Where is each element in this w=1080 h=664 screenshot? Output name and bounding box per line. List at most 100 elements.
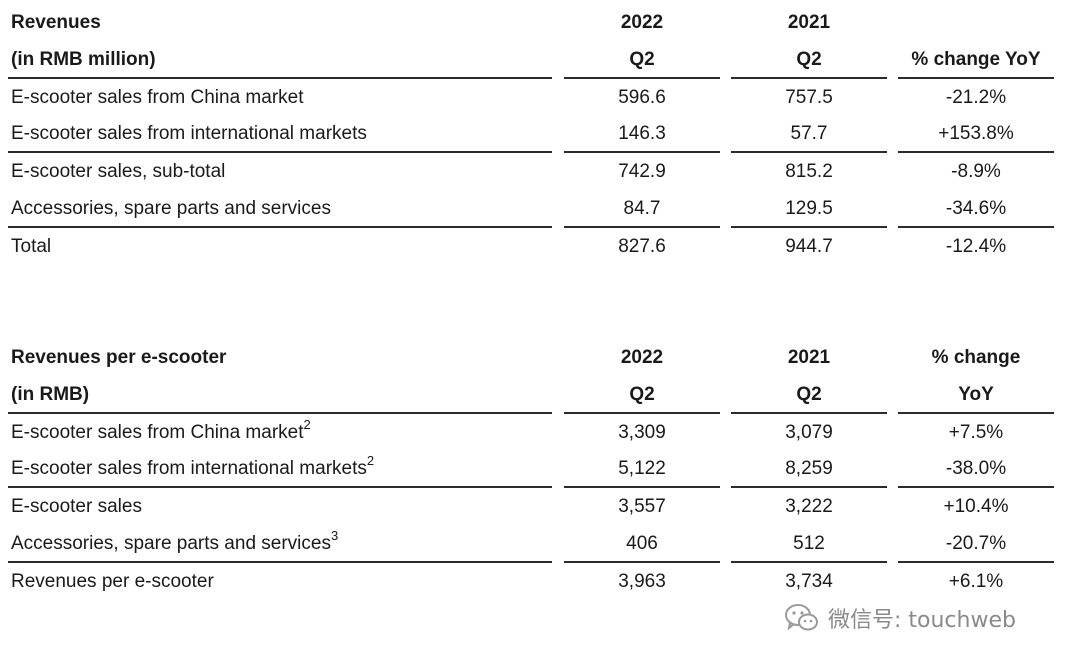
divider	[8, 226, 552, 228]
divider	[898, 412, 1054, 414]
divider	[564, 486, 720, 488]
value-2022: 3,557	[618, 496, 666, 517]
column-yoy: YoY	[958, 384, 994, 405]
divider	[564, 226, 720, 228]
divider	[898, 486, 1054, 488]
table-unit-label: (in RMB million)	[11, 49, 156, 70]
value-2021: 3,222	[785, 496, 833, 517]
row-label-cell: Revenues per e-scooter	[11, 563, 551, 600]
value-2022: 3,963	[618, 571, 666, 592]
value-yoy: -8.9%	[951, 161, 1001, 182]
divider	[564, 77, 720, 79]
row-label-cell: E-scooter sales from China market2	[11, 414, 551, 451]
table-row: E-scooter sales from China market2 3,309…	[0, 414, 1080, 451]
divider	[898, 151, 1054, 153]
table-header-row: (in RMB) Q2 Q2 YoY	[0, 376, 1080, 413]
divider	[731, 486, 887, 488]
column-year-2022: 2022	[620, 347, 664, 368]
value-2022: 84.7	[623, 198, 661, 219]
table-header-row: Revenues per e-scooter 2022 2021 % chang…	[0, 339, 1080, 376]
row-label: E-scooter sales	[11, 496, 142, 517]
column-year-2021: 2021	[787, 347, 831, 368]
watermark-text: 微信号: touchweb	[828, 608, 1016, 633]
value-2022: 146.3	[618, 123, 666, 144]
value-2021: 3,734	[785, 571, 833, 592]
value-2021: 8,259	[785, 458, 833, 479]
value-2022: 5,122	[618, 458, 666, 479]
value-yoy: +153.8%	[938, 123, 1014, 144]
column-quarter-2022: Q2	[629, 384, 655, 405]
divider	[8, 77, 552, 79]
divider	[731, 151, 887, 153]
value-yoy: +6.1%	[948, 571, 1004, 592]
table-row: E-scooter sales, sub-total 742.9 815.2 -…	[0, 153, 1080, 190]
footnote-marker: 3	[330, 527, 339, 543]
value-2021: 3,079	[785, 422, 833, 443]
row-label: E-scooter sales from international marke…	[11, 123, 367, 144]
value-2022: 742.9	[618, 161, 666, 182]
table-row: E-scooter sales from international marke…	[0, 450, 1080, 487]
column-year-2021: 2021	[787, 12, 831, 33]
row-label: E-scooter sales from international marke…	[11, 458, 367, 479]
row-label: Accessories, spare parts and services	[11, 198, 331, 219]
row-label: E-scooter sales, sub-total	[11, 161, 226, 182]
row-label: Revenues per e-scooter	[11, 571, 214, 592]
wechat-icon	[784, 603, 820, 633]
watermark: 微信号: touchweb	[784, 598, 1016, 638]
divider	[731, 77, 887, 79]
row-label: E-scooter sales from China market	[11, 422, 304, 443]
table-title: Revenues per e-scooter	[11, 347, 227, 368]
column-header-extra	[898, 4, 1054, 41]
value-2021: 57.7	[790, 123, 828, 144]
value-yoy: -12.4%	[945, 236, 1007, 257]
table-row: Accessories, spare parts and services 84…	[0, 190, 1080, 227]
column-quarter-2022: Q2	[629, 49, 655, 70]
table-row-total: Total 827.6 944.7 -12.4%	[0, 228, 1080, 265]
column-quarter-2021: Q2	[796, 49, 822, 70]
value-yoy: -34.6%	[945, 198, 1007, 219]
value-yoy: -38.0%	[945, 458, 1007, 479]
column-change-yoy: % change YoY	[911, 49, 1041, 70]
value-2022: 827.6	[618, 236, 666, 257]
row-label: E-scooter sales from China market	[11, 87, 304, 108]
footnote-marker: 2	[366, 452, 375, 468]
table-unit-label: (in RMB)	[11, 384, 90, 405]
table-row: E-scooter sales from international marke…	[0, 115, 1080, 152]
footnote-marker: 2	[303, 416, 311, 432]
value-2021: 129.5	[785, 198, 833, 219]
divider	[898, 561, 1054, 563]
row-label: Total	[11, 236, 52, 257]
column-change: % change	[931, 347, 1021, 368]
value-2022: 406	[626, 533, 658, 554]
table-row-total: Revenues per e-scooter 3,963 3,734 +6.1%	[0, 563, 1080, 600]
divider	[564, 412, 720, 414]
column-quarter-2021: Q2	[796, 384, 822, 405]
column-year-2022: 2022	[620, 12, 664, 33]
divider	[731, 561, 887, 563]
value-2021: 757.5	[785, 87, 833, 108]
row-label-cell: E-scooter sales	[11, 488, 551, 525]
table-row: E-scooter sales from China market 596.6 …	[0, 79, 1080, 116]
divider	[8, 151, 552, 153]
row-label-cell: E-scooter sales from international marke…	[11, 450, 551, 487]
table-title: Revenues	[11, 12, 101, 33]
value-2022: 596.6	[618, 87, 666, 108]
divider	[898, 77, 1054, 79]
divider	[8, 486, 552, 488]
value-yoy: -21.2%	[945, 87, 1007, 108]
row-label: Accessories, spare parts and services	[11, 533, 331, 554]
divider	[564, 561, 720, 563]
divider	[8, 412, 552, 414]
table-header-row: (in RMB million) Q2 Q2 % change YoY	[0, 41, 1080, 78]
divider	[8, 561, 552, 563]
divider	[898, 226, 1054, 228]
value-yoy: +10.4%	[943, 496, 1009, 517]
value-2022: 3,309	[618, 422, 666, 443]
table-header-row: Revenues 2022 2021	[0, 4, 1080, 41]
table-row: Accessories, spare parts and services3 4…	[0, 525, 1080, 562]
value-yoy: -20.7%	[945, 533, 1007, 554]
value-2021: 512	[793, 533, 825, 554]
divider	[731, 412, 887, 414]
value-2021: 815.2	[785, 161, 833, 182]
table-row: E-scooter sales 3,557 3,222 +10.4%	[0, 488, 1080, 525]
